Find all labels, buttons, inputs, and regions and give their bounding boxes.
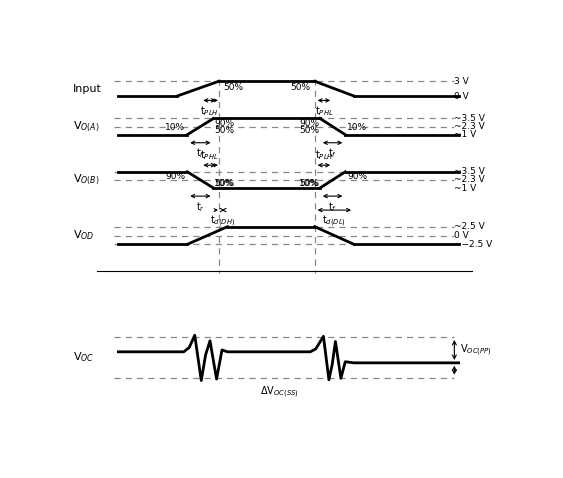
Text: t$_{PHL}$: t$_{PHL}$: [315, 104, 333, 118]
Text: 50%: 50%: [291, 83, 310, 92]
Text: 90%: 90%: [347, 172, 368, 181]
Text: t$_{PHL}$: t$_{PHL}$: [200, 148, 219, 162]
Text: ~2.5 V: ~2.5 V: [454, 222, 485, 231]
Text: 10%: 10%: [165, 123, 185, 132]
Text: 10%: 10%: [299, 179, 319, 188]
Text: 0 V: 0 V: [454, 91, 469, 100]
Text: Input: Input: [73, 84, 101, 94]
Text: t$_{PLH}$: t$_{PLH}$: [200, 104, 219, 118]
Text: t$_{d(DL)}$: t$_{d(DL)}$: [323, 214, 346, 229]
Text: 50%: 50%: [215, 179, 234, 188]
Text: V$_{O(A)}$: V$_{O(A)}$: [73, 120, 99, 134]
Text: 3 V: 3 V: [454, 77, 469, 86]
Text: ~−2.5 V: ~−2.5 V: [454, 240, 493, 249]
Text: V$_{O(B)}$: V$_{O(B)}$: [73, 173, 99, 187]
Text: ~3.5 V: ~3.5 V: [454, 114, 485, 123]
Text: ~3.5 V: ~3.5 V: [454, 167, 485, 176]
Text: 0 V: 0 V: [454, 231, 469, 240]
Text: t$_r$: t$_r$: [196, 146, 205, 160]
Text: t$_f$: t$_f$: [328, 146, 337, 160]
Text: 50%: 50%: [299, 126, 319, 135]
Text: 50%: 50%: [215, 126, 234, 135]
Text: $\Delta$V$_{OC(SS)}$: $\Delta$V$_{OC(SS)}$: [260, 385, 300, 401]
Text: ~1 V: ~1 V: [454, 184, 477, 193]
Text: 50%: 50%: [299, 179, 319, 188]
Text: V$_{OD}$: V$_{OD}$: [73, 228, 94, 242]
Text: V$_{OC}$: V$_{OC}$: [73, 350, 94, 364]
Text: t$_f$: t$_f$: [328, 200, 337, 214]
Text: ~2.3 V: ~2.3 V: [454, 175, 485, 185]
Text: 10%: 10%: [347, 123, 368, 132]
Text: 90%: 90%: [165, 172, 185, 181]
Text: t$_r$: t$_r$: [196, 200, 205, 214]
Text: V$_{OC(PP)}$: V$_{OC(PP)}$: [459, 342, 491, 358]
Text: t$_{PLH}$: t$_{PLH}$: [315, 148, 333, 162]
Text: 50%: 50%: [223, 83, 243, 92]
Text: ~2.3 V: ~2.3 V: [454, 122, 485, 131]
Text: 90%: 90%: [215, 119, 234, 128]
Text: 90%: 90%: [299, 119, 319, 128]
Text: ~1 V: ~1 V: [454, 130, 477, 139]
Text: t$_{d(DH)}$: t$_{d(DH)}$: [211, 214, 236, 229]
Text: 10%: 10%: [215, 179, 234, 188]
